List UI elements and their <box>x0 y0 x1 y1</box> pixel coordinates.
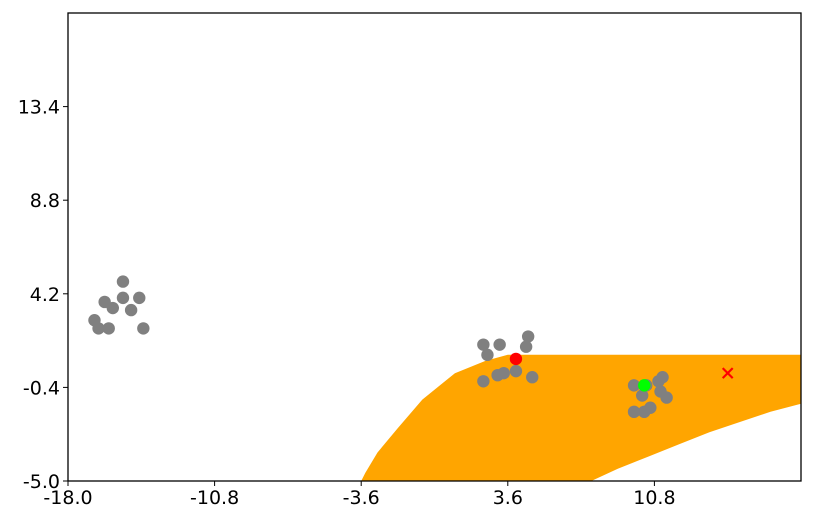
data-point <box>497 366 510 380</box>
x-tick-label: -18.0 <box>43 487 92 509</box>
data-point <box>627 379 641 392</box>
data-point <box>137 322 150 335</box>
axes: -18.0 -10.8 -3.6 3.6 10.8 -5.0 -0.4 4.2 8.8 13.4 <box>18 12 802 509</box>
data-point <box>116 275 130 288</box>
cross-stroke <box>721 367 734 379</box>
data-point <box>627 405 641 419</box>
points-layer <box>88 275 673 419</box>
data-point <box>477 375 490 388</box>
data-point <box>133 291 146 305</box>
y-tick-label: 8.8 <box>30 190 60 212</box>
data-point <box>519 340 533 353</box>
axes-frame <box>67 12 802 482</box>
data-point <box>481 348 494 362</box>
x-tick-label: -3.6 <box>343 487 380 509</box>
region-polygon <box>361 354 801 481</box>
data-point <box>635 389 649 402</box>
data-point <box>656 371 669 384</box>
highlight-point-green <box>638 379 651 392</box>
x-tick-label: 10.8 <box>633 487 675 509</box>
x-tick-label: -10.8 <box>190 487 239 509</box>
y-tick-label: 4.2 <box>30 284 60 306</box>
data-point <box>106 301 119 315</box>
data-point <box>526 371 539 384</box>
highlight-cross-marker <box>721 367 734 379</box>
x-tick-label: 3.6 <box>493 487 523 509</box>
data-point <box>644 401 657 414</box>
data-point <box>102 322 115 335</box>
data-point <box>477 338 490 351</box>
data-point <box>493 338 506 351</box>
highlight-layer <box>509 352 734 392</box>
decision-region <box>361 354 801 481</box>
data-point <box>124 303 138 317</box>
data-point <box>92 322 105 335</box>
data-point <box>521 330 535 343</box>
data-point <box>660 391 673 404</box>
highlight-point-red <box>509 352 523 366</box>
y-tick-label: 13.4 <box>18 97 60 119</box>
y-tick-label: -0.4 <box>23 377 60 399</box>
y-tick-label: -5.0 <box>23 471 60 493</box>
data-point <box>509 364 523 378</box>
data-point <box>116 291 130 305</box>
